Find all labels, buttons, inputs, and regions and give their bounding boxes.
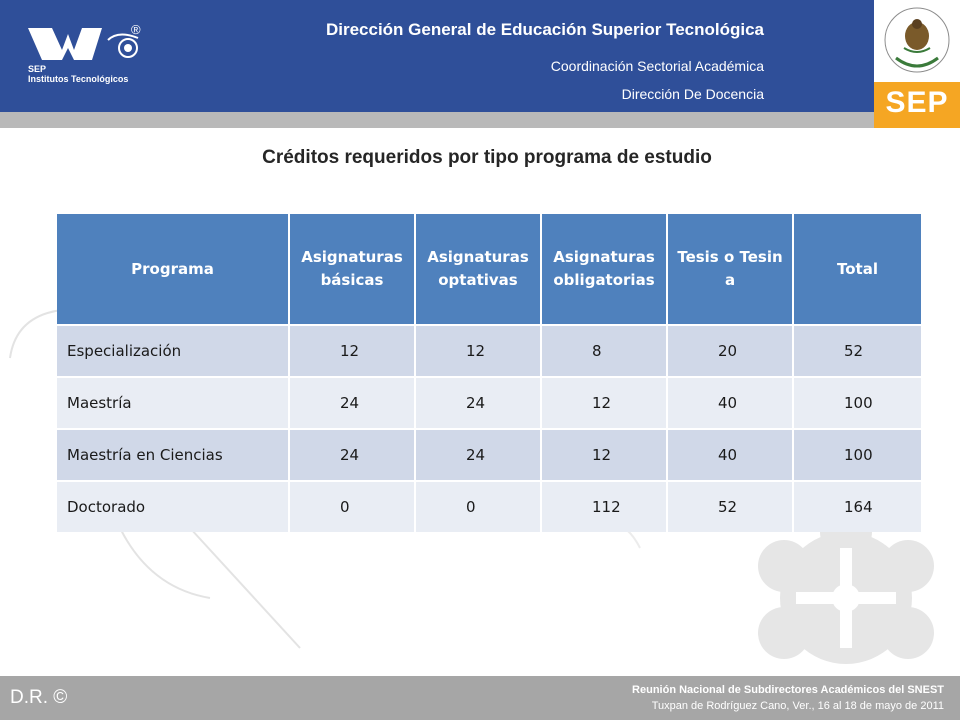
sep-badge: SEP	[874, 82, 960, 128]
table-cell: 24	[289, 376, 416, 429]
column-header-basicas: Asignaturas básicas	[289, 214, 416, 325]
column-header-total: Total	[793, 214, 921, 325]
header-subtitle-coordinacion: Coordinación Sectorial Académica	[550, 58, 764, 74]
footer-bar: D.R. © Reunión Nacional de Subdirectores…	[0, 676, 960, 720]
table-cell: Especialización	[57, 324, 290, 377]
table-cell: 8	[541, 324, 668, 377]
table-cell: 12	[415, 324, 542, 377]
table-cell: 24	[415, 428, 542, 481]
table-cell: 0	[415, 480, 542, 532]
table-cell: 12	[541, 376, 668, 429]
table-cell: 12	[541, 428, 668, 481]
registered-mark: ®	[131, 22, 141, 37]
table-cell: 40	[667, 376, 794, 429]
table-cell: Doctorado	[57, 480, 290, 532]
table-cell: 24	[415, 376, 542, 429]
table-row: Maestría en Ciencias 24 24 12 40 100	[57, 428, 921, 481]
header-bar: ® SEP Institutos Tecnológicos Dirección …	[0, 0, 874, 112]
slide-title: Créditos requeridos por tipo programa de…	[262, 147, 712, 168]
table-row: Especialización 12 12 8 20 52	[57, 324, 921, 377]
table-cell: 52	[793, 324, 921, 377]
sep-badge-text: SEP	[885, 86, 949, 119]
footer-event-title: Reunión Nacional de Subdirectores Académ…	[632, 684, 944, 696]
table-cell: 52	[667, 480, 794, 532]
footer-event-location: Tuxpan de Rodríguez Cano, Ver., 16 al 18…	[651, 700, 944, 712]
table-cell: 12	[289, 324, 416, 377]
table-header-row: Programa Asignaturas básicas Asignaturas…	[57, 214, 921, 325]
table-cell: Maestría	[57, 376, 290, 429]
column-header-obligatorias: Asignaturas obligatorias	[541, 214, 668, 325]
table-cell: 164	[793, 480, 921, 532]
table-cell: 100	[793, 428, 921, 481]
logo-text-institutos: Institutos Tecnológicos	[28, 74, 129, 84]
table-cell: 24	[289, 428, 416, 481]
logo-text-sep: SEP	[28, 64, 47, 74]
credits-table: Programa Asignaturas básicas Asignaturas…	[57, 214, 921, 532]
column-header-programa: Programa	[57, 214, 290, 325]
column-header-optativas: Asignaturas optativas	[415, 214, 542, 325]
table-cell: 40	[667, 428, 794, 481]
table-cell: Maestría en Ciencias	[57, 428, 290, 481]
table-cell: 112	[541, 480, 668, 532]
header-stripe	[0, 112, 874, 128]
logo-text: SEP Institutos Tecnológicos	[28, 64, 128, 84]
copyright-text: D.R. ©	[10, 687, 68, 708]
sep-tecnologicos-logo	[28, 28, 139, 60]
mexican-coat-of-arms-icon	[874, 0, 960, 82]
header-subtitle-direccion: Dirección De Docencia	[621, 86, 764, 102]
table-cell: 100	[793, 376, 921, 429]
table-row: Maestría 24 24 12 40 100	[57, 376, 921, 429]
table-row: Doctorado 0 0 112 52 164	[57, 480, 921, 532]
background-decoration	[9, 308, 934, 664]
table-cell: 0	[289, 480, 416, 532]
header-title: Dirección General de Educación Superior …	[325, 20, 764, 39]
column-header-tesis: Tesis o Tesina	[667, 214, 794, 325]
table-cell: 20	[667, 324, 794, 377]
